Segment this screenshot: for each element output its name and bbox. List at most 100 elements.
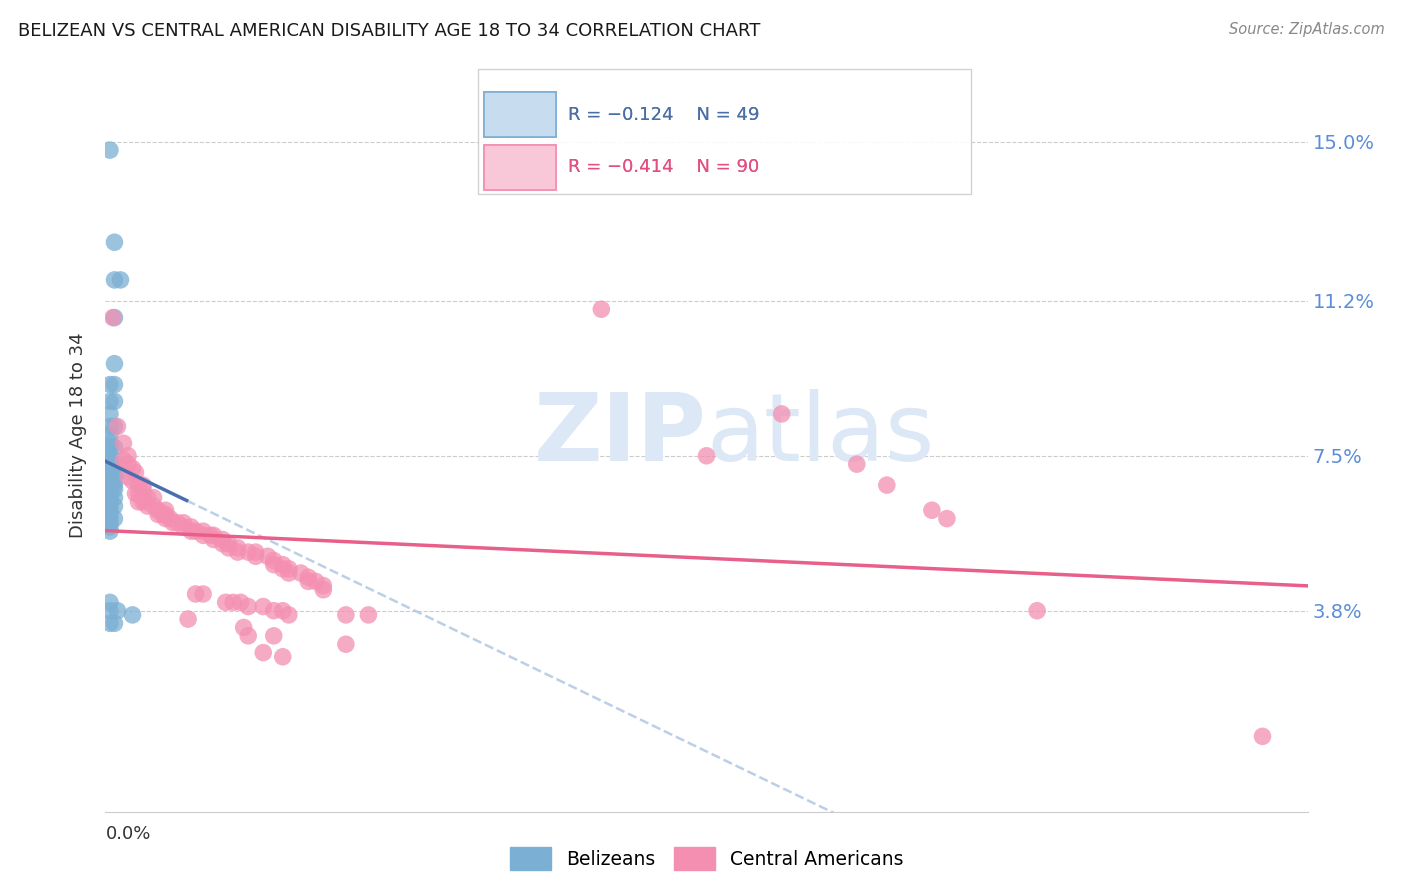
Point xyxy=(271,558,294,572)
Point xyxy=(162,516,184,530)
Point xyxy=(103,483,125,497)
Point xyxy=(245,545,267,559)
Text: Source: ZipAtlas.com: Source: ZipAtlas.com xyxy=(1229,22,1385,37)
Point xyxy=(226,545,249,559)
Point xyxy=(214,595,236,609)
Point xyxy=(180,520,202,534)
Point xyxy=(103,474,125,488)
Point xyxy=(146,508,169,522)
Point xyxy=(98,394,121,409)
Point xyxy=(305,574,328,589)
Point xyxy=(232,620,254,634)
Point xyxy=(98,486,121,500)
Point xyxy=(155,511,177,525)
Point xyxy=(245,549,267,564)
Text: atlas: atlas xyxy=(707,389,935,481)
Text: ZIP: ZIP xyxy=(534,389,707,481)
Point xyxy=(277,607,299,622)
Point xyxy=(117,449,139,463)
Point xyxy=(921,503,943,517)
Point xyxy=(98,491,121,505)
Point xyxy=(103,441,125,455)
Point xyxy=(98,478,121,492)
Point xyxy=(271,604,294,618)
Point xyxy=(1251,730,1274,744)
Point xyxy=(290,566,312,580)
Point xyxy=(136,491,159,505)
Point xyxy=(184,587,207,601)
Point xyxy=(132,491,155,505)
Text: 0.0%: 0.0% xyxy=(105,824,150,843)
Point xyxy=(98,377,121,392)
Point xyxy=(173,516,195,530)
Point xyxy=(173,520,195,534)
Point xyxy=(98,474,121,488)
Point xyxy=(98,436,121,450)
Point xyxy=(263,558,285,572)
Point xyxy=(103,616,125,631)
Point xyxy=(117,469,139,483)
Point xyxy=(335,607,357,622)
Point xyxy=(103,491,125,505)
Point xyxy=(98,457,121,471)
Point xyxy=(121,461,143,475)
Point xyxy=(98,469,121,483)
Point xyxy=(312,582,335,597)
Point xyxy=(128,478,150,492)
Point xyxy=(211,537,233,551)
Point xyxy=(211,533,233,547)
Point xyxy=(191,528,214,542)
Point xyxy=(845,457,868,471)
Point xyxy=(107,604,129,618)
Point xyxy=(770,407,793,421)
Point xyxy=(155,503,177,517)
Point xyxy=(132,478,155,492)
Point xyxy=(159,511,181,525)
Point xyxy=(103,235,125,250)
Point xyxy=(271,562,294,576)
Text: R = −0.124    N = 49: R = −0.124 N = 49 xyxy=(568,105,759,123)
Point xyxy=(184,524,207,538)
Point xyxy=(142,491,165,505)
Text: R = −0.414    N = 90: R = −0.414 N = 90 xyxy=(568,158,759,177)
Point xyxy=(200,528,222,542)
Point xyxy=(256,549,278,564)
Point xyxy=(263,629,285,643)
Point xyxy=(98,449,121,463)
Point xyxy=(335,637,357,651)
Point xyxy=(357,607,380,622)
Point xyxy=(98,461,121,475)
Point xyxy=(98,616,121,631)
Point xyxy=(202,528,225,542)
Text: R = −0.414    N = 90: R = −0.414 N = 90 xyxy=(568,158,759,177)
Point xyxy=(103,377,125,392)
Point xyxy=(591,302,613,317)
Point xyxy=(98,508,121,522)
Point xyxy=(226,541,249,555)
Point xyxy=(103,310,125,325)
Point xyxy=(98,520,121,534)
Point xyxy=(98,511,121,525)
Point xyxy=(263,604,285,618)
Point xyxy=(191,524,214,538)
Point xyxy=(696,449,718,463)
Point xyxy=(107,466,129,480)
FancyBboxPatch shape xyxy=(484,92,557,137)
Point xyxy=(202,533,225,547)
Point xyxy=(263,553,285,567)
Point xyxy=(132,495,155,509)
Point xyxy=(312,579,335,593)
Point xyxy=(103,469,125,483)
Point xyxy=(218,541,240,555)
Point xyxy=(238,545,260,559)
Point xyxy=(98,407,121,421)
Point xyxy=(98,595,121,609)
Y-axis label: Disability Age 18 to 34: Disability Age 18 to 34 xyxy=(69,332,87,538)
Point xyxy=(98,441,121,455)
Point xyxy=(146,503,169,517)
Point xyxy=(229,595,252,609)
Point xyxy=(107,419,129,434)
Point xyxy=(98,495,121,509)
Point xyxy=(103,499,125,513)
Point xyxy=(152,508,174,522)
